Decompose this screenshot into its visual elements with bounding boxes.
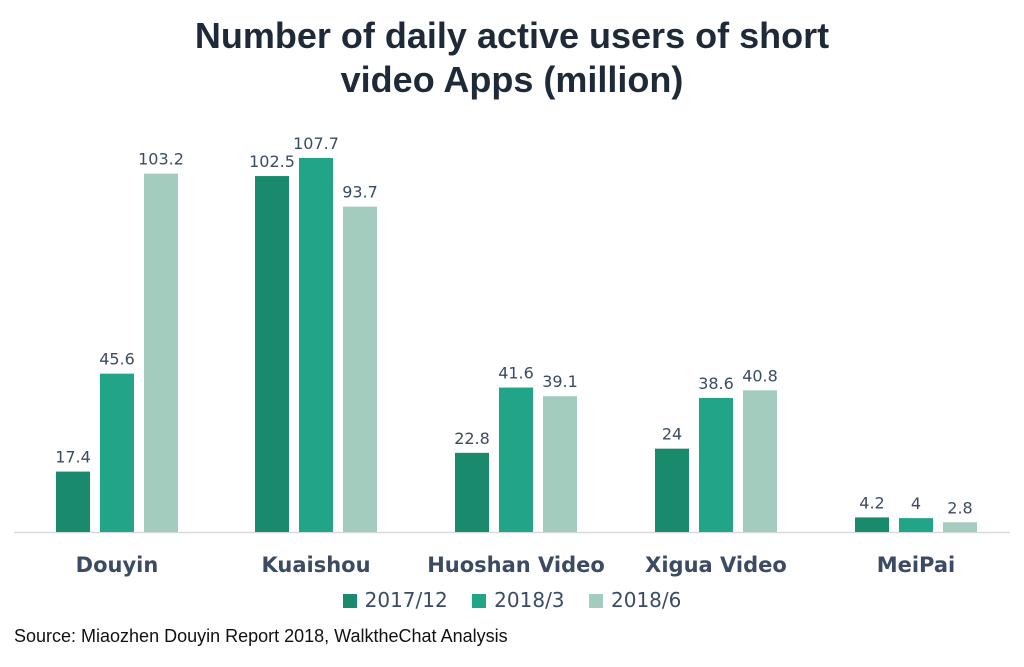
bar-xigua-video-2018-6 [743, 390, 777, 532]
data-label-meipai-2018-3: 4 [911, 494, 921, 513]
data-label-douyin-2018-3: 45.6 [99, 350, 135, 369]
bar-meipai-2018-3 [899, 518, 933, 532]
legend-label-2017-12: 2017/12 [364, 588, 448, 612]
category-label-meipai: MeiPai [877, 553, 956, 577]
legend-swatch-2017-12 [342, 594, 357, 608]
bar-kuaishou-2017-12 [255, 176, 289, 533]
bar-douyin-2017-12 [56, 471, 90, 532]
legend-swatch-2018-6 [589, 594, 603, 608]
data-label-kuaishou-2018-3: 107.7 [293, 134, 339, 153]
bar-xigua-video-2018-3 [699, 397, 733, 532]
bar-kuaishou-2018-6 [343, 206, 377, 533]
data-label-kuaishou-2018-6: 93.7 [342, 183, 378, 202]
data-label-kuaishou-2017-12: 102.5 [249, 152, 295, 171]
legend-label-2018-3: 2018/3 [494, 588, 565, 612]
data-label-douyin-2018-6: 103.2 [138, 150, 184, 169]
chart-title-line-1: Number of daily active users of short [194, 15, 830, 56]
chart-legend: 2017/12 2018/3 2018/6 [0, 588, 1024, 612]
bar-huoshan-video-2018-3 [499, 387, 533, 532]
bar-huoshan-video-2018-6 [543, 396, 577, 532]
bar-xigua-video-2017-12 [655, 448, 689, 532]
legend-item-2018-3: 2018/3 [472, 588, 565, 612]
legend-item-2017-12: 2017/12 [342, 588, 448, 612]
bar-douyin-2018-6 [144, 173, 178, 532]
legend-label-2018-6: 2018/6 [611, 588, 682, 612]
category-label-douyin: Douyin [76, 553, 159, 577]
data-label-huoshan-video-2018-3: 41.6 [498, 364, 534, 383]
data-label-douyin-2017-12: 17.4 [55, 448, 91, 467]
chart-title: Number of daily active users of short vi… [0, 14, 1024, 102]
bar-douyin-2018-3 [100, 373, 134, 532]
chart-title-line-2: video Apps (million) [340, 59, 684, 100]
bar-huoshan-video-2017-12 [455, 452, 489, 532]
legend-item-2018-6: 2018/6 [589, 588, 681, 612]
category-label-xigua-video: Xigua Video [645, 553, 787, 577]
data-label-huoshan-video-2017-12: 22.8 [454, 429, 490, 448]
source-note: Source: Miaozhen Douyin Report 2018, Wal… [14, 626, 508, 646]
data-label-xigua-video-2017-12: 24 [662, 425, 682, 444]
bar-kuaishou-2018-3 [299, 158, 333, 532]
data-label-meipai-2017-12: 4.2 [859, 493, 884, 512]
bar-meipai-2018-6 [943, 522, 977, 532]
data-label-meipai-2018-6: 2.8 [947, 498, 972, 517]
data-label-xigua-video-2018-6: 40.8 [742, 366, 778, 385]
data-label-xigua-video-2018-3: 38.6 [698, 374, 734, 393]
category-label-kuaishou: Kuaishou [261, 553, 370, 577]
data-label-huoshan-video-2018-6: 39.1 [542, 372, 578, 391]
legend-swatch-2018-3 [472, 594, 487, 608]
bar-meipai-2017-12 [855, 517, 889, 532]
category-label-huoshan-video: Huoshan Video [427, 553, 605, 577]
